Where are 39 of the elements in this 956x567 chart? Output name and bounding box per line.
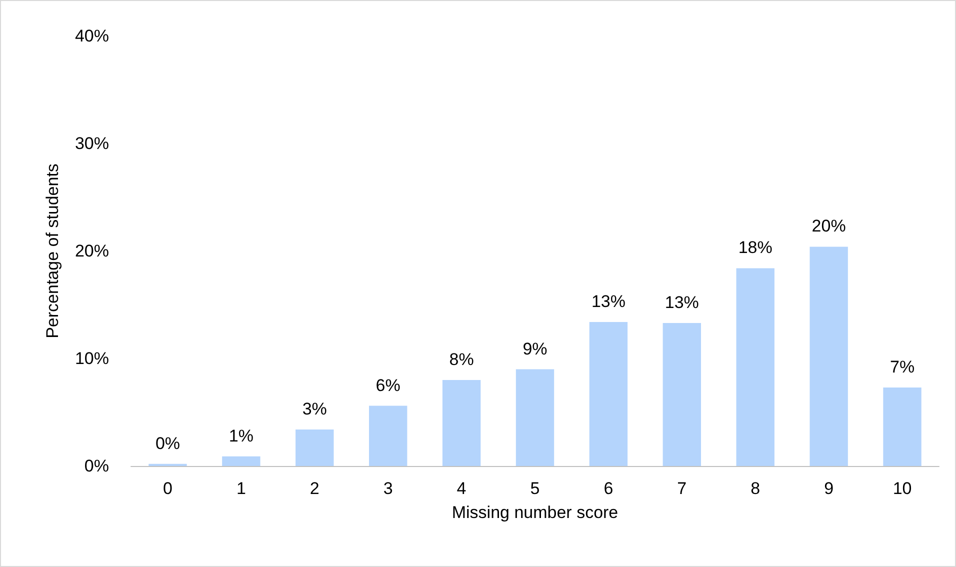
x-axis-title: Missing number score xyxy=(452,503,618,522)
bar xyxy=(810,246,848,466)
bar xyxy=(736,268,774,466)
bar xyxy=(516,369,554,466)
bar xyxy=(368,406,408,466)
x-tick-label: 9 xyxy=(824,479,834,498)
data-label: 20% xyxy=(812,216,846,236)
bar xyxy=(296,429,334,466)
data-label: 9% xyxy=(522,339,548,358)
x-tick-label: 0 xyxy=(162,479,172,498)
x-tick-label: 5 xyxy=(530,479,540,498)
data-label: 13% xyxy=(591,292,626,311)
x-tick-label: 2 xyxy=(310,479,320,498)
x-tick-label: 7 xyxy=(677,479,687,498)
data-label: 18% xyxy=(738,238,772,258)
x-tick-label: 6 xyxy=(604,479,614,498)
y-tick-label: 30% xyxy=(74,134,109,153)
data-label: 8% xyxy=(449,350,474,369)
x-tick-label: 10 xyxy=(892,479,912,498)
data-label: 6% xyxy=(376,376,400,395)
bar xyxy=(883,388,922,466)
bar xyxy=(589,322,628,466)
data-label: 13% xyxy=(664,293,699,312)
bar xyxy=(222,456,260,466)
y-tick-label: 0% xyxy=(84,456,109,476)
data-label: 0% xyxy=(155,434,180,453)
x-tick-label: 3 xyxy=(383,479,393,498)
data-label: 7% xyxy=(890,358,915,377)
y-tick-label: 20% xyxy=(74,242,109,260)
y-axis-title: Percentage of students xyxy=(43,164,62,338)
x-tick-label: 1 xyxy=(236,479,246,498)
data-label: 3% xyxy=(302,399,327,418)
y-tick-label: 10% xyxy=(74,349,109,368)
x-tick-label: 4 xyxy=(456,479,466,498)
bar xyxy=(662,323,702,466)
bar xyxy=(442,380,481,466)
x-tick-label: 8 xyxy=(750,479,760,498)
data-label: 1% xyxy=(228,426,254,446)
y-tick-label: 40% xyxy=(74,26,109,46)
